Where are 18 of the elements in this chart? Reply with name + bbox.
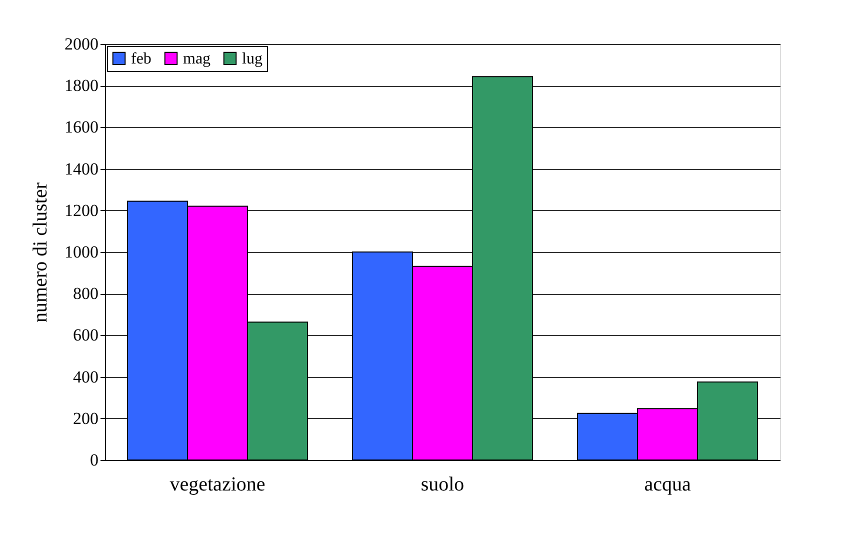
y-tick-label: 400 <box>73 367 98 386</box>
y-tick-label: 1800 <box>64 76 98 96</box>
y-tick-label: 2000 <box>64 34 98 54</box>
legend-label: lug <box>242 50 262 68</box>
y-tick-label: 800 <box>73 284 98 304</box>
x-tick-label: vegetazione <box>170 474 266 496</box>
y-axis-title: numero di cluster <box>30 182 52 322</box>
y-tick-label: 0 <box>90 450 98 470</box>
x-tick-label: suolo <box>420 474 464 496</box>
x-tick-label: acqua <box>644 474 691 496</box>
legend-label: feb <box>131 50 152 68</box>
y-tick-label: 1000 <box>64 242 98 262</box>
y-tick-label: 1600 <box>64 118 98 137</box>
y-tick-label: 1200 <box>64 200 98 220</box>
legend-label: mag <box>183 50 211 68</box>
y-tick-label: 1400 <box>64 159 98 178</box>
y-tick-label: 200 <box>73 408 98 428</box>
y-tick-label: 600 <box>73 326 98 345</box>
